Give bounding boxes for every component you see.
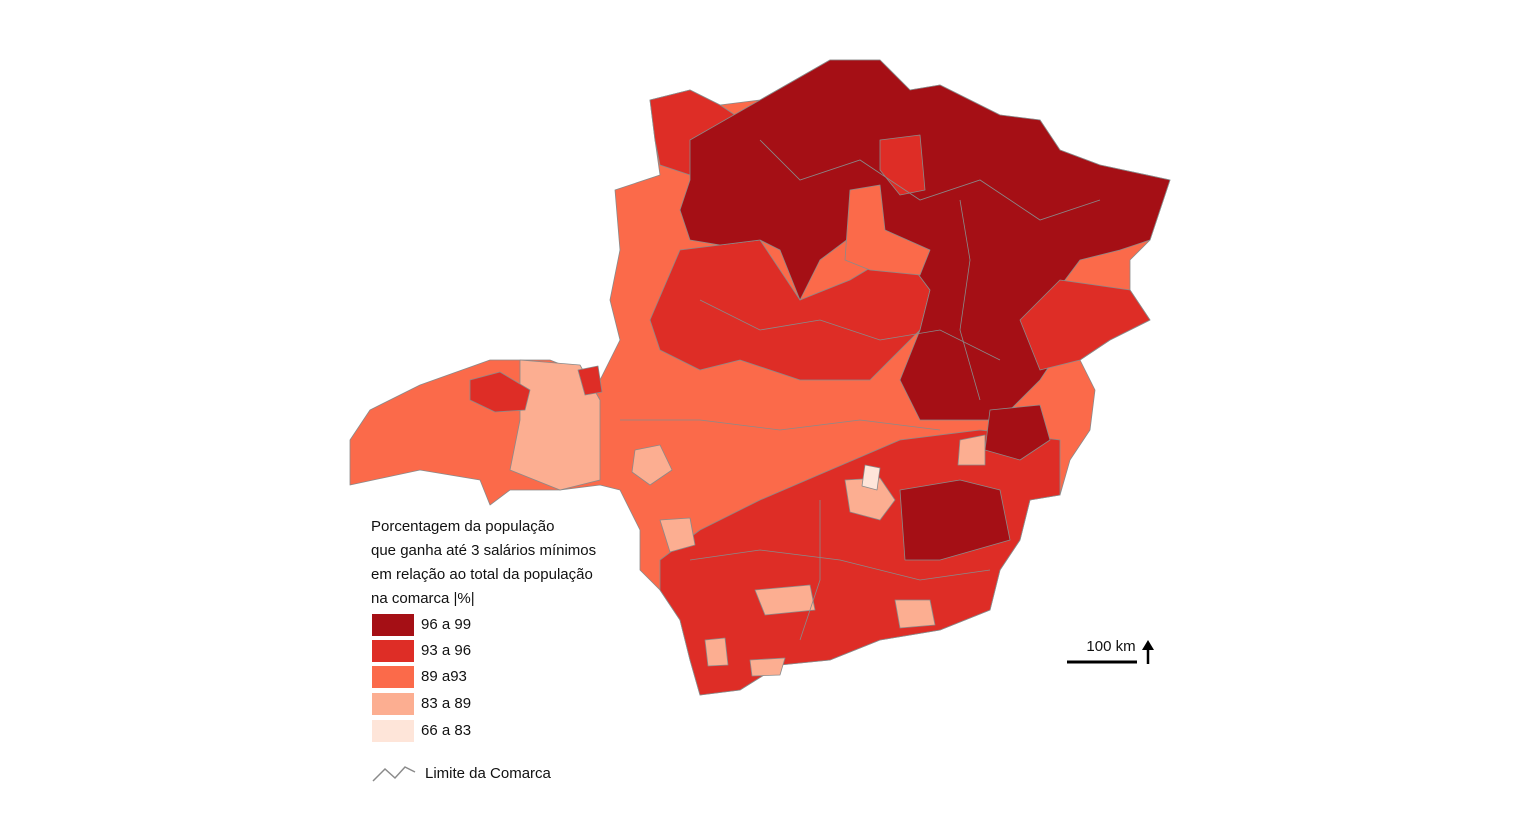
comarca-border: [799, 500, 821, 641]
north-arrow-head: [1142, 640, 1154, 650]
scale-label: 100 km: [1086, 638, 1135, 655]
legend-title: Porcentagem da população: [371, 518, 554, 535]
region: [894, 599, 936, 629]
region: [631, 444, 673, 486]
legend-label: 89 a93: [421, 668, 467, 685]
legend-swatch: [372, 693, 414, 715]
legend-label: 93 a 96: [421, 642, 471, 659]
region: [984, 404, 1051, 461]
region: [879, 134, 926, 196]
region: [899, 479, 1011, 561]
scale-bar: 100 km: [1067, 638, 1154, 664]
comarca-border: [620, 419, 941, 431]
region: [861, 464, 881, 491]
region: [469, 371, 531, 413]
legend-swatch: [372, 614, 414, 636]
legend-boundary-symbol: [372, 766, 416, 782]
comarca-border: [699, 299, 1001, 361]
region: [749, 657, 786, 677]
legend-label: 66 a 83: [421, 722, 471, 739]
comarca-border: [959, 199, 981, 401]
legend-swatch: [372, 666, 414, 688]
legend-title: em relação ao total da população: [371, 566, 593, 583]
region: [659, 517, 696, 553]
legend: Porcentagem da população que ganha até 3 …: [371, 518, 596, 782]
region: [649, 239, 931, 381]
region: [754, 584, 816, 616]
region: [704, 637, 729, 667]
region: [844, 184, 931, 276]
comarca-border: [689, 549, 991, 581]
legend-title: na comarca |%|: [371, 590, 475, 607]
region: [577, 365, 603, 396]
legend-label: 83 a 89: [421, 695, 471, 712]
region: [1019, 279, 1151, 371]
legend-title: que ganha até 3 salários mínimos: [371, 542, 596, 559]
legend-swatch: [372, 720, 414, 742]
comarca-border: [759, 139, 1101, 221]
region: [957, 434, 986, 466]
map: [349, 59, 1171, 696]
legend-label: 96 a 99: [421, 616, 471, 633]
legend-swatch: [372, 640, 414, 662]
legend-boundary-label: Limite da Comarca: [425, 765, 552, 782]
